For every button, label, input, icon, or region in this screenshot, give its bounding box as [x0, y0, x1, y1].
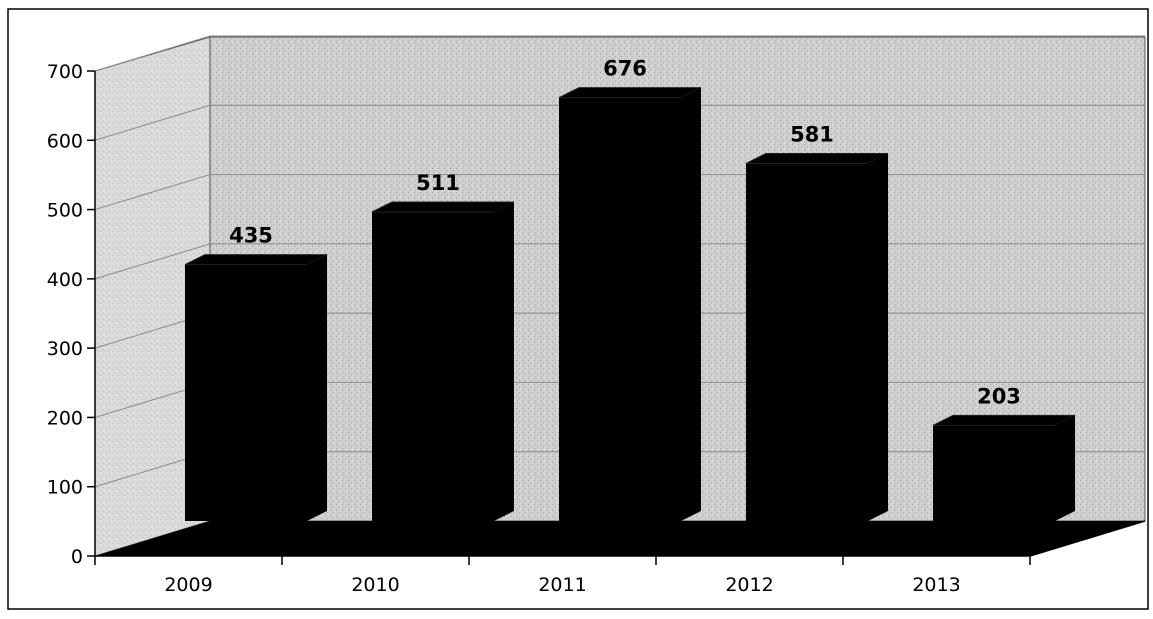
bar-side: [494, 201, 514, 521]
bar-side: [868, 153, 888, 521]
data-label: 511: [416, 171, 460, 195]
x-tick-label: 2009: [164, 574, 212, 596]
data-label: 203: [977, 384, 1021, 408]
bar-top: [932, 414, 1076, 426]
y-tick-label: 500: [47, 200, 83, 222]
chart-floor: [95, 521, 1145, 556]
x-tick-label: 2012: [725, 574, 773, 596]
y-axis: 0 100 200 300 400 500 600 700: [47, 61, 96, 568]
y-tick-label: 300: [47, 338, 83, 360]
bar-top: [745, 152, 889, 164]
data-label: 676: [603, 57, 647, 81]
bar-group: 435: [184, 224, 328, 521]
x-tick-label: 2011: [538, 574, 586, 596]
x-tick-label: 2013: [912, 574, 960, 596]
bar-top: [371, 201, 515, 213]
y-tick-label: 600: [47, 130, 83, 152]
bar-top: [558, 87, 702, 99]
x-axis-depth-edge: [1029, 520, 1146, 557]
bar-group: 511: [371, 171, 515, 521]
bar: [933, 425, 1055, 521]
bar-group: 676: [558, 57, 702, 521]
bar-top: [184, 254, 328, 266]
x-axis: 2009 2010 2011 2012 2013: [94, 520, 1146, 596]
data-label: 435: [229, 224, 273, 248]
gridline-diagonal: [94, 104, 211, 141]
x-tick-label: 2010: [351, 574, 399, 596]
bar-group: 581: [745, 122, 889, 521]
bar-group: 203: [932, 384, 1076, 521]
y-tick-label: 200: [47, 407, 83, 429]
bar: [746, 163, 868, 521]
gridline-diagonal: [94, 174, 211, 211]
y-tick-label: 700: [47, 61, 83, 83]
bars: 435 511 676 581 203: [184, 57, 1076, 521]
bar-side: [681, 87, 701, 521]
bar-side: [1055, 415, 1075, 521]
gridline-diagonal: [94, 243, 211, 280]
bar: [185, 264, 307, 521]
y-tick-label: 100: [47, 477, 83, 499]
y-tick-label: 400: [47, 269, 83, 291]
data-label: 581: [790, 122, 834, 146]
bar: [559, 97, 681, 521]
gridline-diagonal: [94, 35, 211, 72]
floor-plane: [95, 521, 1145, 556]
bar-side: [307, 254, 327, 521]
y-tick-label: 0: [71, 546, 83, 568]
bar: [372, 211, 494, 521]
